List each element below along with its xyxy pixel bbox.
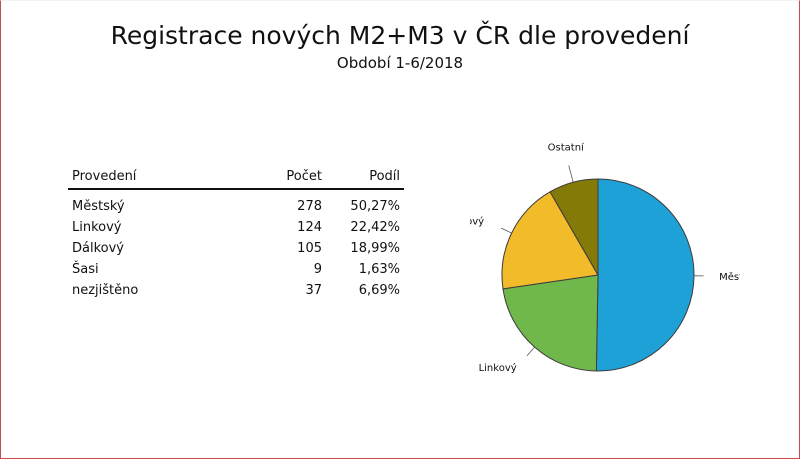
row-share: 18,99%: [350, 241, 400, 256]
pie-slice-městský: [595, 178, 695, 372]
table-row: Šasi 9 1,63%: [68, 259, 404, 280]
table-row: Městský 278 50,27%: [68, 189, 404, 217]
header-podil: Podíl: [326, 166, 404, 190]
row-label: Linkový: [72, 220, 122, 235]
table-row: nezjištěno 37 6,69%: [68, 280, 404, 301]
row-share: 22,42%: [350, 220, 400, 235]
row-share: 6,69%: [358, 283, 400, 298]
row-count: 9: [313, 262, 322, 277]
row-count: 124: [297, 220, 322, 235]
row-count: 37: [305, 283, 322, 298]
data-table: Provedení Počet Podíl Městský 278 50,27%…: [68, 166, 404, 301]
pie-label-linkový: Linkový: [479, 362, 517, 374]
table-header-row: Provedení Počet Podíl: [68, 166, 404, 190]
row-count: 105: [297, 241, 322, 256]
pie-slice-dálkový: [501, 191, 599, 290]
pie-label-ostatní: Ostatní: [548, 141, 585, 153]
row-share: 50,27%: [350, 199, 400, 214]
row-label: nezjištěno: [72, 283, 139, 298]
chart-title: Registrace nových M2+M3 v ČR dle provede…: [110, 21, 690, 50]
table-row: Dálkový 105 18,99%: [68, 238, 404, 259]
row-label: Městský: [72, 199, 125, 214]
pie-chart: Městský Linkový Dálkový Ostatní: [470, 141, 740, 374]
header-pocet: Počet: [248, 166, 326, 190]
pie-leader-line: [526, 346, 535, 357]
pie-leader-line: [501, 227, 512, 234]
header-provedeni: Provedení: [68, 166, 248, 190]
row-count: 278: [297, 199, 322, 214]
pie-label-dálkový: Dálkový: [470, 216, 484, 228]
row-label: Šasi: [72, 262, 99, 277]
pie-slice-linkový: [502, 274, 599, 372]
pie-label-městský: Městský: [719, 271, 740, 283]
row-share: 1,63%: [358, 262, 400, 277]
pie-leader-line: [568, 165, 574, 183]
chart-subtitle: Období 1-6/2018: [336, 54, 464, 72]
pie-slice-ostatní: [549, 178, 599, 277]
row-label: Dálkový: [72, 241, 124, 256]
table-row: Linkový 124 22,42%: [68, 217, 404, 238]
